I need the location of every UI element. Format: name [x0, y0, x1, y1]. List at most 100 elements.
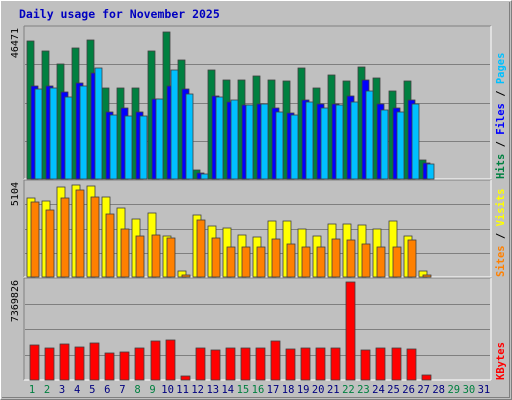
bar-pages	[230, 99, 239, 180]
bar-pages	[49, 87, 58, 180]
bar-sites	[181, 274, 191, 278]
bar-pages	[34, 88, 43, 180]
y-max-label: 46471	[10, 28, 21, 58]
bar-kbytes	[29, 344, 40, 381]
x-tick-label: 12	[191, 384, 204, 396]
bar-pages	[94, 67, 103, 180]
x-tick-label: 10	[161, 384, 174, 396]
bar-kbytes	[104, 352, 115, 381]
x-tick-label: 21	[327, 384, 340, 396]
bar-pages	[200, 173, 209, 180]
bar-pages	[245, 104, 254, 180]
x-tick-label: 28	[432, 384, 445, 396]
bar-kbytes	[89, 342, 100, 381]
bar-sites	[331, 238, 341, 278]
y-axis-legend: Sites / Visits	[495, 188, 507, 277]
x-tick-label: 11	[176, 384, 189, 396]
bar-sites	[226, 246, 236, 278]
x-tick-label: 23	[357, 384, 370, 396]
bar-kbytes	[406, 348, 417, 381]
bar-kbytes	[360, 349, 371, 381]
bar-pages	[170, 69, 179, 180]
bar-pages	[185, 93, 194, 180]
legend-separator: /	[495, 226, 507, 245]
bar-kbytes	[225, 347, 236, 381]
bar-pages	[124, 115, 133, 180]
x-tick-label: 31	[478, 384, 491, 396]
x-tick-label: 2	[44, 384, 50, 396]
bar-kbytes	[421, 374, 432, 381]
x-tick-label: 1	[29, 384, 35, 396]
bar-kbytes	[285, 348, 296, 381]
x-tick-label: 4	[74, 384, 80, 396]
bar-pages	[260, 103, 269, 180]
bar-kbytes	[391, 347, 402, 381]
bar-kbytes	[150, 340, 161, 381]
bar-pages	[109, 114, 118, 180]
bar-kbytes	[300, 347, 311, 381]
x-tick-label: 26	[402, 384, 415, 396]
bar-kbytes	[345, 281, 356, 381]
x-tick-label: 9	[149, 384, 155, 396]
bar-sites	[256, 246, 266, 278]
x-tick-label: 15	[237, 384, 250, 396]
y-max-label: 7369826	[10, 280, 21, 322]
x-tick-label: 30	[463, 384, 476, 396]
bar-sites	[407, 239, 417, 278]
legend-item-sites: Sites	[495, 245, 507, 277]
y-max-label: 5104	[10, 182, 21, 206]
bar-pages	[155, 98, 164, 180]
bar-sites	[301, 246, 311, 278]
x-tick-label: 25	[387, 384, 400, 396]
bar-sites	[211, 237, 221, 278]
bar-kbytes	[210, 349, 221, 381]
bar-pages	[426, 163, 435, 180]
bar-pages	[275, 111, 284, 180]
legend-item-kbytes: KBytes	[495, 342, 507, 380]
x-tick-label: 19	[297, 384, 310, 396]
bar-sites	[105, 213, 115, 278]
bar-sites	[166, 237, 176, 278]
x-tick-label: 5	[89, 384, 95, 396]
x-tick-label: 17	[267, 384, 280, 396]
bar-pages	[79, 85, 88, 180]
legend-item-visits: Visits	[495, 188, 507, 226]
bar-sites	[45, 209, 55, 278]
bar-kbytes	[255, 347, 266, 381]
x-tick-label: 8	[134, 384, 140, 396]
bar-pages	[411, 103, 420, 180]
bar-sites	[135, 235, 145, 278]
bar-sites	[196, 219, 206, 278]
bar-kbytes	[180, 375, 191, 381]
bar-sites	[120, 228, 130, 278]
bar-kbytes	[195, 347, 206, 381]
bar-sites	[376, 246, 386, 278]
legend-item-hits: Hits	[495, 154, 507, 179]
bar-pages	[335, 104, 344, 180]
bar-pages	[139, 115, 148, 180]
bar-kbytes	[134, 347, 145, 381]
bar-kbytes	[330, 347, 341, 381]
x-tick-label: 14	[221, 384, 234, 396]
x-tick-label: 27	[417, 384, 430, 396]
x-tick-label: 18	[282, 384, 295, 396]
bar-sites	[271, 238, 281, 278]
x-tick-label: 7	[119, 384, 125, 396]
x-tick-label: 29	[447, 384, 460, 396]
y-axis-legend: Hits / Files / Pages	[495, 53, 507, 179]
chart-title: Daily usage for November 2025	[19, 7, 220, 21]
bar-pages	[380, 109, 389, 180]
x-tick-label: 24	[372, 384, 385, 396]
bar-sites	[241, 246, 251, 278]
bar-sites	[346, 239, 356, 278]
bar-pages	[350, 101, 359, 180]
bar-pages	[320, 107, 329, 180]
bar-kbytes	[165, 339, 176, 381]
bar-kbytes	[59, 343, 70, 381]
bar-kbytes	[270, 340, 281, 381]
bar-kbytes	[74, 346, 85, 381]
bar-sites	[422, 274, 432, 278]
x-tick-label: 16	[252, 384, 265, 396]
bar-kbytes	[119, 351, 130, 381]
